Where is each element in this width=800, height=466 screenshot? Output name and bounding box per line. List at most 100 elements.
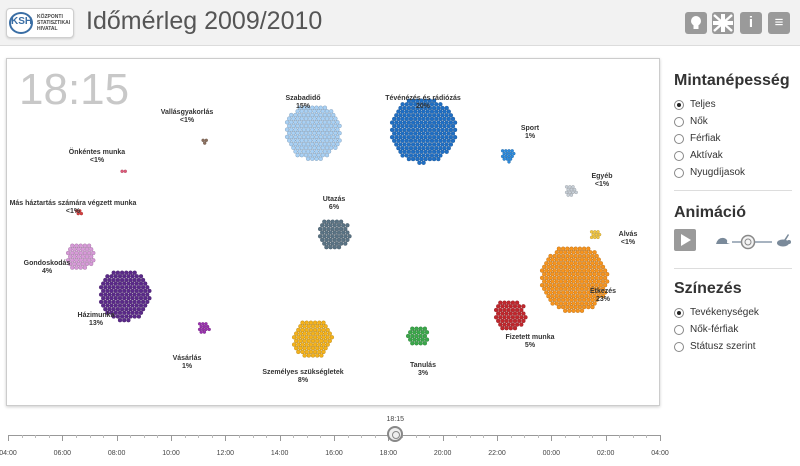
person-dot: [444, 135, 449, 140]
radio-option-nok-ferfiak[interactable]: Nők-férfiak: [674, 321, 794, 338]
activity-cluster-sport[interactable]: [500, 149, 516, 164]
info-button[interactable]: i: [740, 12, 762, 34]
activity-cluster-tanulas[interactable]: [405, 326, 430, 346]
speed-knob[interactable]: [740, 234, 756, 250]
radio-button[interactable]: [674, 167, 684, 178]
person-dot: [508, 157, 513, 161]
radio-button[interactable]: [674, 341, 684, 352]
person-dot: [450, 124, 456, 129]
timeline-tick-label: 22:00: [488, 450, 506, 457]
timeline-minor-tick: [415, 435, 417, 438]
person-dot: [322, 127, 328, 132]
person-dot: [552, 290, 557, 295]
timeline-minor-tick: [537, 435, 539, 438]
radio-option-aktivak[interactable]: Aktívak: [674, 147, 794, 164]
activity-cluster-vallasgyakorlas[interactable]: [201, 138, 208, 145]
person-dot: [510, 307, 516, 313]
person-dot: [301, 105, 307, 110]
person-dot: [293, 120, 298, 125]
person-dot: [417, 146, 422, 151]
person-dot: [318, 105, 323, 110]
person-dot: [394, 120, 399, 125]
play-button[interactable]: [674, 229, 696, 251]
radio-option-nyugdijasok[interactable]: Nyugdíjasok: [674, 164, 794, 181]
cluster-label-szemelyes-szuksegletek: Személyes szükségletek 8%: [262, 369, 343, 385]
person-dot: [590, 290, 595, 295]
person-dot: [598, 283, 604, 288]
radio-option-teljes[interactable]: Teljes: [674, 96, 794, 113]
person-dot: [581, 283, 587, 288]
activity-cluster-onkentes-munka[interactable]: [120, 169, 127, 173]
activity-cluster-gondoskodas[interactable]: [65, 243, 96, 270]
person-dot: [115, 285, 121, 290]
radio-button[interactable]: [674, 133, 684, 144]
person-dot: [413, 102, 418, 107]
activity-cluster-mas-haztartas-szamara-vegzett-munka[interactable]: [74, 209, 84, 216]
person-dot: [423, 120, 428, 125]
person-dot: [400, 109, 405, 114]
activity-cluster-szabadido[interactable]: [284, 105, 342, 161]
person-dot: [427, 105, 433, 111]
person-dot: [117, 288, 123, 294]
timeline-knob[interactable]: [387, 426, 404, 442]
radio-label: Teljes: [690, 99, 716, 110]
person-dot: [423, 98, 428, 103]
activity-cluster-alvas[interactable]: [589, 230, 602, 240]
person-dot: [425, 102, 430, 107]
person-dot: [295, 153, 300, 158]
person-dot: [417, 138, 422, 143]
person-dot: [78, 265, 83, 270]
person-dot: [496, 304, 501, 309]
activity-cluster-szemelyes-szuksegletek[interactable]: [291, 320, 335, 358]
radio-button[interactable]: [674, 307, 684, 318]
radio-option-nok[interactable]: Nők: [674, 113, 794, 130]
person-dot: [569, 283, 574, 288]
person-dot: [70, 258, 75, 263]
radio-option-statusz-szerint[interactable]: Státusz szerint: [674, 338, 794, 355]
person-dot: [408, 330, 413, 335]
person-dot: [567, 250, 572, 255]
person-dot: [590, 261, 595, 266]
radio-button[interactable]: [674, 116, 684, 127]
radio-button[interactable]: [674, 324, 684, 335]
person-dot: [508, 318, 513, 324]
activity-cluster-vasarlas[interactable]: [197, 322, 211, 334]
radio-button[interactable]: [674, 99, 684, 110]
timeline-minor-tick: [75, 435, 77, 438]
radio-option-tevekenysegek[interactable]: Tevékenységek: [674, 304, 794, 321]
person-dot: [338, 241, 344, 246]
person-dot: [298, 346, 303, 351]
person-dot: [109, 281, 114, 286]
activity-cluster-hazimunka[interactable]: [98, 270, 152, 323]
person-dot: [79, 211, 84, 216]
person-dot: [306, 346, 311, 351]
person-dot: [316, 138, 321, 143]
activity-cluster-etkezes[interactable]: [539, 246, 610, 313]
person-dot: [584, 294, 589, 299]
person-dot: [421, 131, 426, 136]
activity-cluster-utazas[interactable]: [317, 219, 352, 250]
time-slider[interactable]: 18:15 04:00 06:00 08:00 10:00 12:00 14:00 16:0…: [0, 412, 800, 466]
person-dot: [82, 265, 88, 270]
person-dot: [312, 109, 317, 114]
person-dot: [138, 288, 144, 294]
person-dot: [434, 146, 439, 151]
person-dot: [563, 264, 568, 270]
person-dot: [115, 277, 121, 283]
person-dot: [105, 310, 110, 315]
speed-slider[interactable]: [714, 229, 792, 251]
idea-button[interactable]: [685, 12, 707, 34]
activity-cluster-tevenezes-es-radiozas[interactable]: [389, 98, 458, 165]
activity-cluster-egyeb[interactable]: [564, 185, 578, 197]
language-button[interactable]: [712, 12, 734, 34]
activity-bubble-chart[interactable]: 18:15 Szabadidő 15% Tévénézés és rádiózás 2…: [6, 58, 660, 406]
person-dot: [130, 288, 135, 294]
person-dot: [521, 318, 526, 324]
ksh-logo[interactable]: KSH KÖZPONTI STATISZTIKAI HIVATAL: [6, 8, 74, 38]
person-dot: [304, 320, 309, 325]
radio-option-ferfiak[interactable]: Férfiak: [674, 130, 794, 147]
radio-button[interactable]: [674, 150, 684, 161]
timeline-minor-tick: [592, 435, 594, 438]
activity-cluster-fizetett-munka[interactable]: [493, 300, 528, 331]
menu-button[interactable]: ≡: [768, 12, 790, 34]
